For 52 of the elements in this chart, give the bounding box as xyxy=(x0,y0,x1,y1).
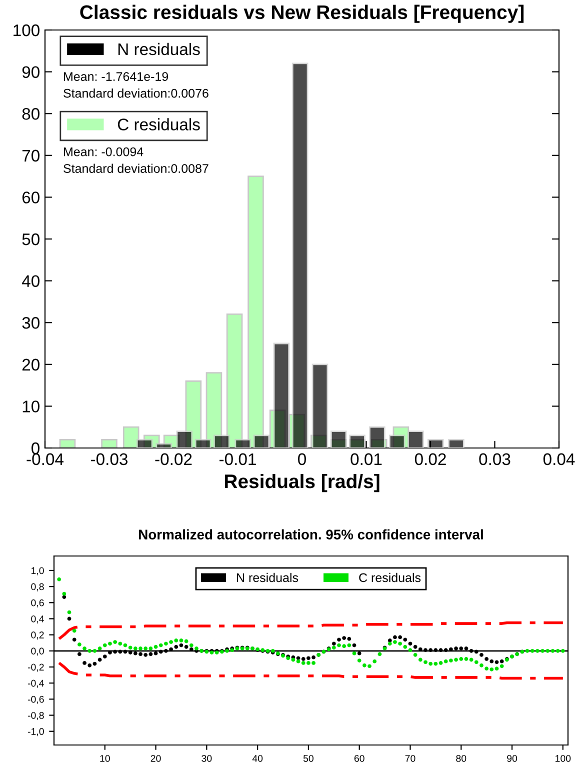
annotation: Standard deviation:0.0087 xyxy=(64,164,208,173)
y-tick-label: 40 xyxy=(22,275,40,288)
x-tick-label: 60 xyxy=(354,754,364,762)
y-tick-label: 0,6 xyxy=(31,599,44,608)
y-tick-label: 70 xyxy=(22,150,40,162)
annotation: Mean: -1.7641e-19 xyxy=(64,72,168,81)
x-axis-title: Residuals [rad/s] xyxy=(224,474,380,492)
x-tick-label: 0.02 xyxy=(414,453,446,466)
y-tick-label: 50 xyxy=(22,233,40,246)
y-tick-label: 90 xyxy=(22,66,40,78)
chart-title: Classic residuals vs New Residuals [Frequency] xyxy=(80,4,524,23)
chart-title: Normalized autocorrelation. 95% confidence interval xyxy=(139,529,483,540)
x-tick-label: 40 xyxy=(252,754,263,762)
x-tick-label: 70 xyxy=(405,754,416,762)
y-tick-label: 0,0 xyxy=(31,648,44,656)
y-tick-label: 0,4 xyxy=(31,615,44,624)
y-tick-label: 0,2 xyxy=(31,632,44,640)
x-tick-label: -0.04 xyxy=(26,453,64,466)
x-tick-label: -0.03 xyxy=(90,453,128,466)
annotation: Standard deviation:0.0076 xyxy=(64,88,208,98)
y-tick-label: -0,8 xyxy=(28,712,44,720)
x-tick-label: -0.01 xyxy=(219,453,256,466)
x-tick-label: -0.02 xyxy=(155,453,192,466)
y-tick-label: -0,2 xyxy=(28,664,44,672)
y-tick-label: 10 xyxy=(22,400,40,412)
y-tick-label: 60 xyxy=(22,192,40,204)
y-tick-label: 100 xyxy=(14,24,40,36)
y-tick-label: 80 xyxy=(22,108,40,120)
x-tick-label: 20 xyxy=(150,754,161,762)
x-tick-label: 10 xyxy=(100,754,110,762)
y-tick-label: 1,0 xyxy=(32,567,44,576)
x-tick-label: 50 xyxy=(303,754,314,762)
y-tick-label: 20 xyxy=(22,358,40,371)
legend-label: N residuals xyxy=(237,572,298,582)
annotation: Mean: -0.0094 xyxy=(64,147,144,156)
legend-label: N residuals xyxy=(118,42,200,56)
y-tick-label: 0,8 xyxy=(31,583,44,592)
x-tick-label: 0 xyxy=(298,453,306,466)
y-tick-label: -0,6 xyxy=(28,696,44,704)
x-tick-label: 30 xyxy=(202,754,212,762)
x-tick-label: 100 xyxy=(556,754,571,762)
x-tick-label: 0.01 xyxy=(350,453,382,466)
legend-label: C residuals xyxy=(359,572,421,582)
legend-label: C residuals xyxy=(118,118,200,130)
x-tick-label: 90 xyxy=(507,754,518,762)
y-tick-label: -0,4 xyxy=(28,680,44,688)
x-tick-label: 80 xyxy=(456,754,466,762)
y-tick-label: 0 xyxy=(32,442,40,454)
x-tick-label: 0.03 xyxy=(479,453,510,466)
x-tick-label: 0.04 xyxy=(543,453,575,466)
y-tick-label: -1,0 xyxy=(28,728,44,736)
y-tick-label: 30 xyxy=(22,317,40,329)
